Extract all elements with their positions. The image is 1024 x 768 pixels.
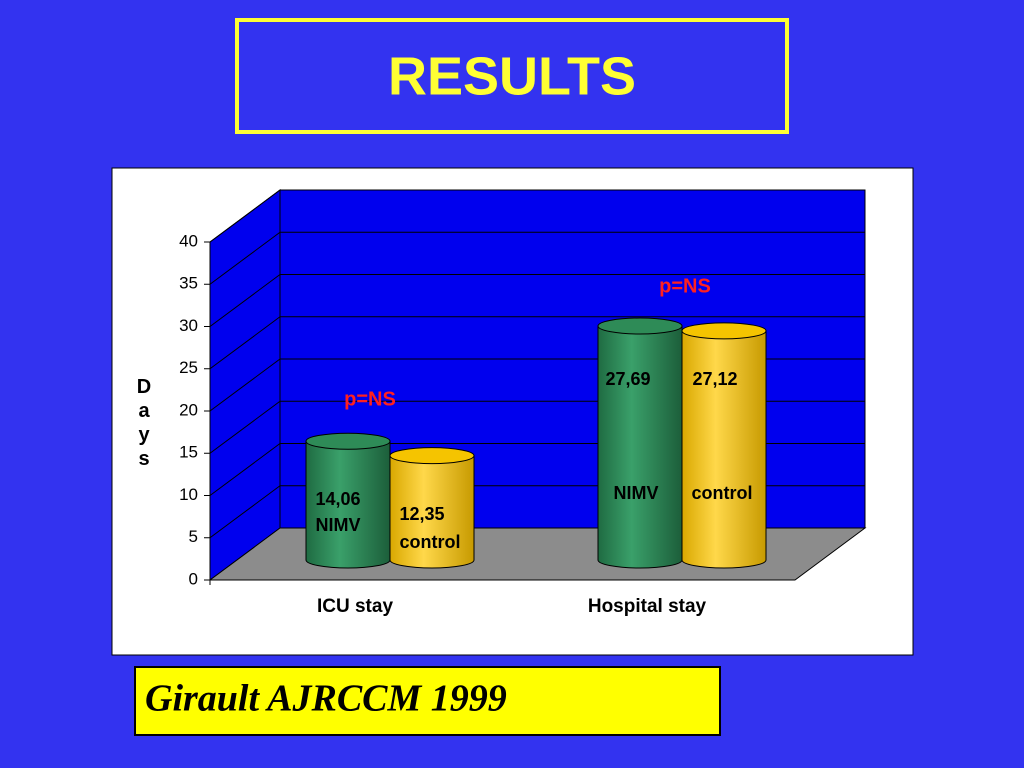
x-tick-label: Hospital stay (588, 596, 707, 617)
y-tick-label: 35 (179, 274, 198, 293)
grid-line (209, 189, 281, 243)
y-tick-label: 40 (179, 231, 198, 250)
data-label: 14,06 (315, 489, 360, 509)
y-tick-label: 25 (179, 358, 198, 377)
legend-label: control (692, 483, 753, 503)
y-tick-label: 10 (179, 485, 198, 504)
legend-label: NIMV (316, 515, 361, 535)
chart-title: RESULTS (388, 46, 636, 106)
grid-line (209, 316, 281, 370)
bar (305, 440, 391, 569)
annotation: p=NS (344, 388, 396, 410)
grid-line (209, 443, 281, 496)
data-label: 27,12 (692, 369, 737, 389)
legend-label: NIMV (614, 483, 659, 503)
bar (597, 325, 683, 569)
legend-label: control (400, 532, 461, 552)
bar (389, 455, 475, 569)
bar-top (389, 447, 475, 465)
bar-top (597, 317, 683, 335)
bar-top (681, 322, 767, 340)
bar (681, 330, 767, 569)
y-tick-label: 20 (179, 400, 198, 419)
y-tick-label: 15 (179, 443, 198, 462)
grid-line (209, 274, 281, 327)
source: Girault AJRCCM 1999 (145, 678, 507, 720)
annotation: p=NS (659, 275, 711, 297)
data-label: 12,35 (399, 504, 444, 524)
y-tick-label: 0 (189, 569, 198, 588)
y-axis-label: Days (133, 376, 155, 472)
grid-line (209, 400, 281, 454)
bar-top (305, 432, 391, 450)
grid-line (209, 358, 281, 412)
x-tick-label: ICU stay (317, 596, 393, 617)
y-tick-label: 30 (179, 316, 198, 335)
grid-line (209, 231, 281, 285)
data-label: 27,69 (605, 369, 650, 389)
grid-line (209, 485, 281, 539)
title-box (235, 18, 789, 134)
y-tick-label: 5 (189, 527, 198, 546)
source-box (134, 666, 721, 736)
